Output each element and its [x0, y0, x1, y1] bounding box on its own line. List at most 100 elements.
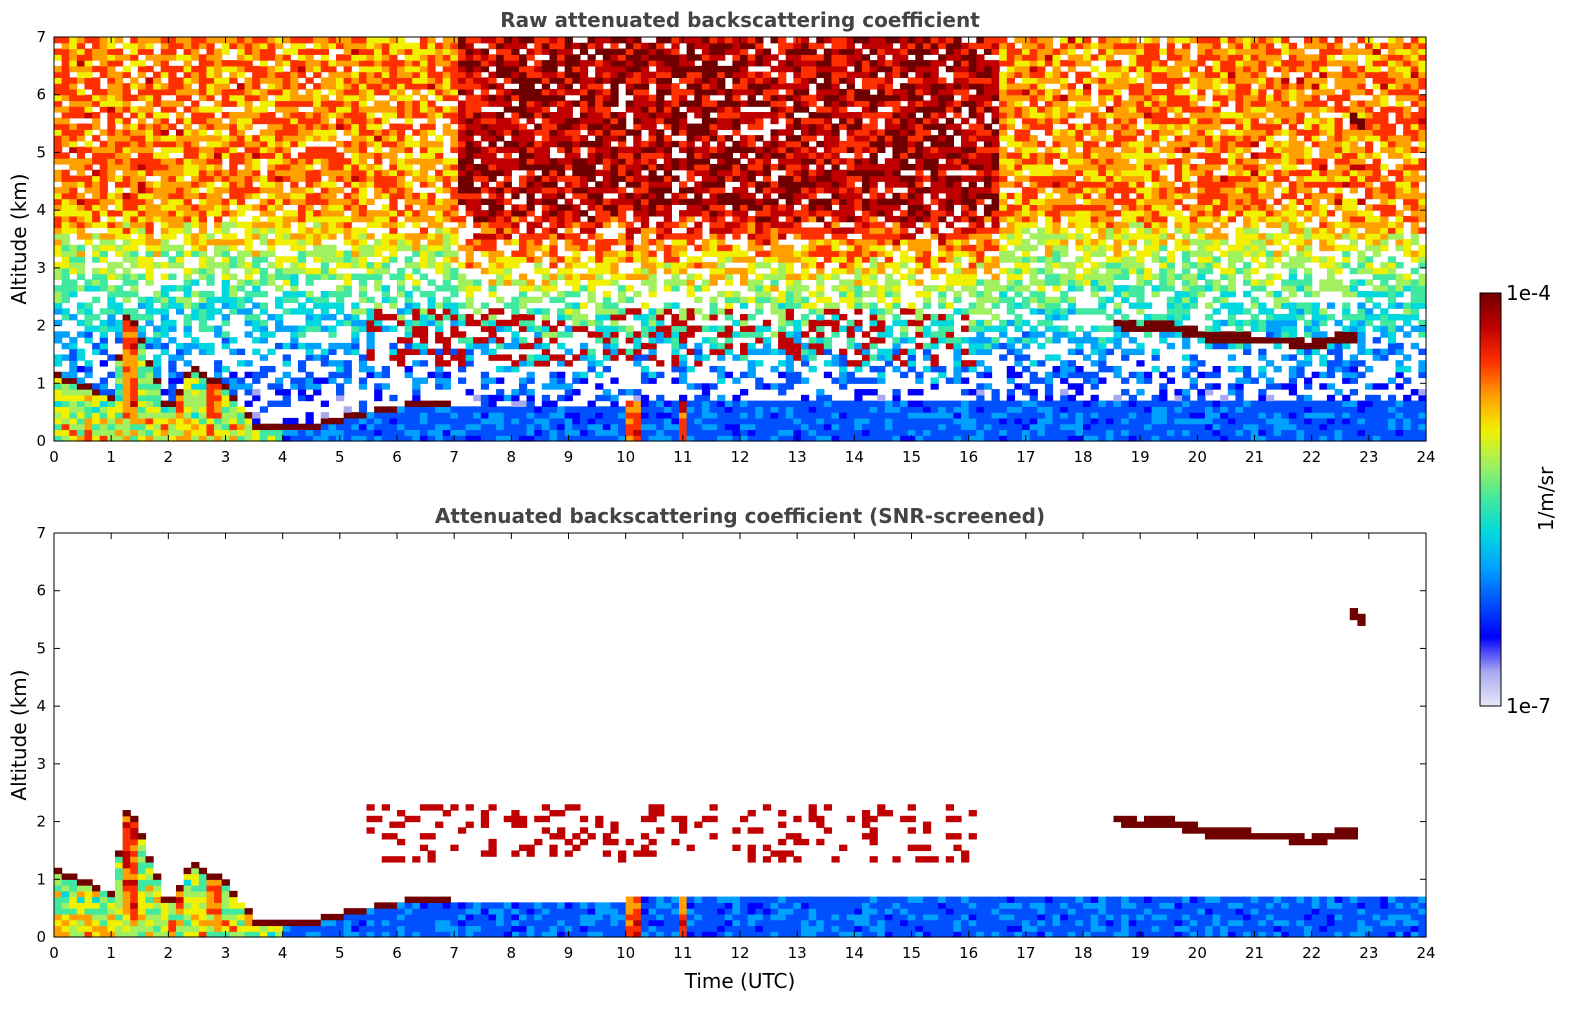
heatmap-cell	[747, 94, 756, 102]
heatmap-cell	[221, 175, 230, 182]
heatmap-cell	[153, 383, 162, 390]
heatmap-cell	[366, 117, 375, 125]
heatmap-cell	[313, 325, 322, 332]
heatmap-cell	[625, 354, 634, 361]
heatmap-cell	[442, 337, 451, 344]
heatmap-cell	[336, 198, 345, 205]
heatmap-cell	[160, 308, 169, 315]
heatmap-cell	[671, 83, 680, 90]
heatmap-cell	[633, 290, 642, 298]
heatmap-cell	[747, 279, 756, 286]
heatmap-cell	[114, 417, 124, 425]
heatmap-cell	[694, 106, 703, 113]
heatmap-cell	[244, 169, 253, 177]
heatmap-cell	[275, 273, 284, 280]
heatmap-cell	[701, 158, 711, 165]
heatmap-cell	[145, 429, 154, 436]
heatmap-cell	[397, 435, 406, 442]
heatmap-cell	[275, 169, 284, 177]
heatmap-cell	[175, 204, 185, 211]
heatmap-cell	[328, 88, 337, 96]
heatmap-cell	[709, 429, 718, 436]
heatmap-cell	[168, 88, 177, 96]
heatmap-cell	[137, 146, 147, 154]
heatmap-cell	[427, 88, 436, 96]
heatmap-cell	[518, 256, 528, 263]
heatmap-cell	[404, 296, 413, 304]
heatmap-cell	[297, 360, 307, 367]
heatmap-cell	[602, 417, 612, 425]
heatmap-cell	[160, 140, 169, 148]
heatmap-cell	[488, 221, 497, 229]
heatmap-cell	[602, 394, 612, 402]
heatmap-cell	[572, 354, 581, 361]
heatmap-cell	[328, 215, 337, 223]
heatmap-cell	[198, 94, 208, 102]
heatmap-cell	[762, 140, 772, 148]
heatmap-cell	[724, 152, 733, 159]
heatmap-cell	[610, 204, 619, 211]
heatmap-cell	[252, 140, 261, 148]
heatmap-cell	[244, 290, 253, 298]
heatmap-cell	[343, 233, 352, 240]
heatmap-cell	[663, 279, 672, 286]
heatmap-cell	[92, 112, 101, 119]
heatmap-cell	[595, 273, 604, 280]
heatmap-cell	[336, 117, 345, 125]
heatmap-cell	[275, 239, 284, 246]
heatmap-cell	[770, 187, 779, 194]
heatmap-cell	[572, 377, 581, 384]
heatmap-cell	[686, 163, 695, 171]
heatmap-cell	[381, 406, 390, 413]
heatmap-cell	[160, 210, 169, 217]
heatmap-cell	[160, 273, 169, 280]
heatmap-cell	[397, 273, 406, 280]
heatmap-cell	[648, 187, 657, 194]
heatmap-cell	[518, 146, 528, 154]
heatmap-cell	[351, 187, 360, 194]
heatmap-cell	[564, 412, 573, 419]
heatmap-cell	[54, 239, 63, 246]
heatmap-cell	[236, 192, 246, 200]
heatmap-cell	[579, 221, 589, 229]
heatmap-cell	[206, 140, 215, 148]
heatmap-cell	[557, 106, 566, 113]
heatmap-cell	[419, 204, 429, 211]
heatmap-cell	[572, 302, 581, 309]
heatmap-cell	[54, 227, 63, 234]
heatmap-cell	[435, 158, 444, 165]
heatmap-cell	[755, 83, 764, 90]
heatmap-cell	[259, 273, 269, 280]
heatmap-cell	[381, 37, 390, 44]
heatmap-cell	[275, 158, 284, 165]
heatmap-cell	[427, 140, 436, 148]
heatmap-cell	[313, 129, 322, 136]
heatmap-cell	[541, 227, 551, 234]
heatmap-cell	[419, 135, 429, 142]
heatmap-cell	[76, 106, 86, 113]
heatmap-cell	[328, 163, 337, 171]
heatmap-cell	[343, 117, 352, 125]
heatmap-cell	[671, 221, 680, 229]
heatmap-cell	[442, 302, 451, 309]
heatmap-cell	[412, 360, 421, 367]
heatmap-cell	[252, 83, 261, 90]
heatmap-cell	[412, 389, 421, 396]
heatmap-cell	[717, 204, 726, 211]
heatmap-cell	[252, 54, 261, 61]
heatmap-cell	[381, 365, 390, 373]
heatmap-cell	[419, 42, 429, 50]
heatmap-cell	[191, 152, 200, 159]
heatmap-cell	[648, 129, 657, 136]
heatmap-cell	[618, 129, 627, 136]
heatmap-cell	[54, 262, 63, 269]
heatmap-cell	[61, 123, 70, 130]
heatmap-cell	[503, 423, 512, 431]
heatmap-cell	[183, 250, 192, 257]
heatmap-cell	[480, 181, 490, 188]
heatmap-cell	[557, 267, 566, 275]
heatmap-cell	[168, 354, 177, 361]
heatmap-cell	[389, 296, 398, 304]
heatmap-cell	[252, 163, 261, 171]
heatmap-cell	[61, 377, 70, 384]
